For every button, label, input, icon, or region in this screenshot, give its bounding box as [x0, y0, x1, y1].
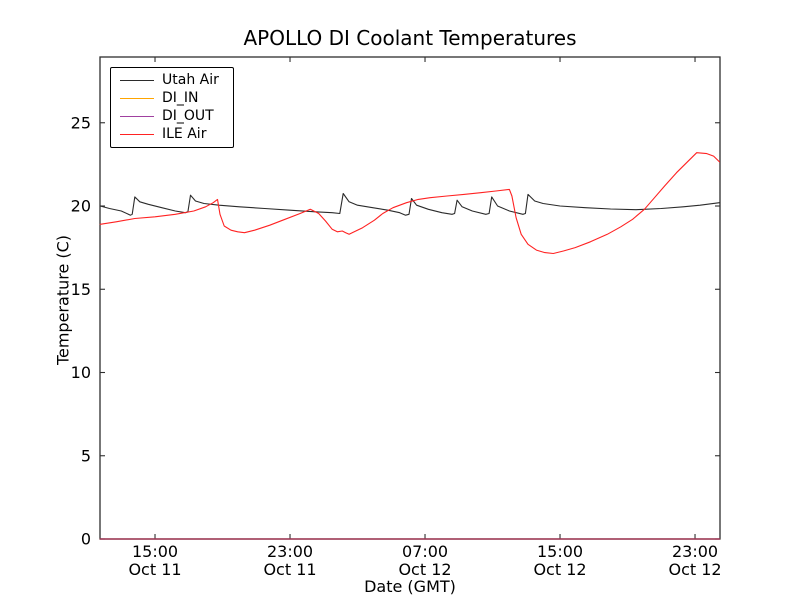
chart-title: APOLLO DI Coolant Temperatures	[243, 26, 577, 50]
series-line-ile-air	[99, 152, 721, 255]
legend-line-di-in	[120, 97, 154, 99]
x-tick-time-label: 15:00	[537, 542, 583, 561]
series-line-utah-air	[99, 192, 721, 216]
y-tick-label: 5	[81, 446, 91, 465]
legend-box: Utah Air DI_IN DI_OUT ILE Air	[110, 67, 234, 148]
legend-row-di-in: DI_IN	[111, 89, 233, 107]
legend-label-di-out: DI_OUT	[162, 108, 214, 124]
legend-line-di-out	[120, 115, 154, 117]
legend-row-utah-air: Utah Air	[111, 71, 233, 89]
y-tick-label: 0	[81, 530, 91, 549]
legend-label-ile-air: ILE Air	[162, 126, 207, 142]
legend-line-utah-air	[120, 79, 154, 81]
legend-row-di-out: DI_OUT	[111, 107, 233, 125]
x-tick-time-label: 07:00	[402, 542, 448, 561]
x-tick-time-label: 23:00	[672, 542, 718, 561]
x-tick-time-label: 15:00	[132, 542, 178, 561]
x-tick-time-label: 23:00	[267, 542, 313, 561]
plot-series	[99, 152, 721, 540]
x-tick-date-label: Oct 12	[533, 560, 586, 579]
legend-label-utah-air: Utah Air	[162, 72, 219, 88]
x-tick-date-label: Oct 11	[128, 560, 181, 579]
x-tick-date-label: Oct 11	[263, 560, 316, 579]
y-tick-label: 10	[71, 363, 91, 382]
y-axis-label: Temperature (C)	[53, 234, 73, 366]
legend-line-ile-air	[120, 133, 154, 135]
x-tick-date-label: Oct 12	[668, 560, 721, 579]
y-tick-label: 20	[71, 197, 91, 216]
y-tick-label: 25	[71, 113, 91, 132]
legend-row-ile-air: ILE Air	[111, 125, 233, 143]
x-tick-date-label: Oct 12	[398, 560, 451, 579]
x-axis-label: Date (GMT)	[364, 577, 456, 596]
legend-label-di-in: DI_IN	[162, 90, 199, 106]
y-tick-label: 15	[71, 280, 91, 299]
